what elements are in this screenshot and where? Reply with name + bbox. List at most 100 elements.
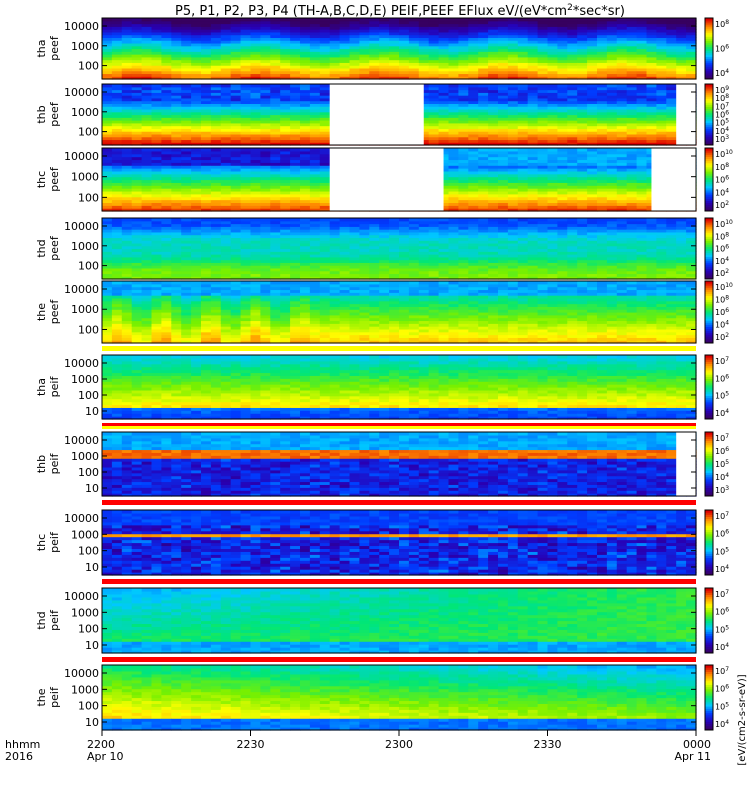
heatmap-cell xyxy=(141,254,153,258)
heatmap-cell xyxy=(507,62,519,66)
panel-label-line: thc xyxy=(35,171,48,188)
heatmap-cell xyxy=(666,122,677,127)
heatmap-cell xyxy=(438,156,450,161)
heatmap-cell xyxy=(438,92,450,96)
heatmap-cell xyxy=(131,223,143,227)
heatmap-cell xyxy=(626,92,638,96)
heatmap-cell xyxy=(151,251,162,255)
heatmap-cell xyxy=(587,51,598,55)
heatmap-cell xyxy=(240,223,252,227)
heatmap-cell xyxy=(488,111,499,116)
heatmap-cell xyxy=(290,51,301,55)
heatmap-cell xyxy=(676,65,687,69)
heatmap-cell xyxy=(468,159,479,163)
heatmap-cell xyxy=(151,97,162,102)
heatmap-cell xyxy=(369,218,380,222)
heatmap-cell xyxy=(567,111,578,116)
heatmap-cell xyxy=(240,95,252,99)
heatmap-cell xyxy=(636,173,648,178)
heatmap-cell xyxy=(270,273,281,277)
heatmap-cell xyxy=(210,62,222,66)
heatmap-cell xyxy=(458,208,469,212)
heatmap-cell xyxy=(507,26,519,30)
heatmap-cell xyxy=(488,92,499,96)
heatmap-cell xyxy=(280,29,291,33)
heatmap-cell xyxy=(171,267,182,272)
heatmap-cell xyxy=(280,176,291,181)
heatmap-cell xyxy=(240,254,252,258)
heatmap-cell xyxy=(151,95,162,99)
heatmap-cell xyxy=(418,34,430,39)
heatmap-cell xyxy=(448,205,459,209)
heatmap-cell xyxy=(102,29,113,33)
heatmap-cell xyxy=(181,142,192,146)
heatmap-cell xyxy=(448,26,459,30)
heatmap-cell xyxy=(191,162,202,166)
heatmap-cell xyxy=(557,162,568,166)
heatmap-cell xyxy=(319,45,331,50)
heatmap-cell xyxy=(201,54,212,58)
heatmap-cell xyxy=(438,48,450,52)
heatmap-cell xyxy=(507,125,519,129)
heatmap-cell xyxy=(220,92,232,96)
heatmap-cell xyxy=(131,108,143,113)
heatmap-cell xyxy=(587,208,598,212)
heatmap-cell xyxy=(686,40,697,44)
heatmap-cell xyxy=(309,65,321,69)
heatmap-cell xyxy=(270,103,281,107)
heatmap-cell xyxy=(517,31,529,36)
heatmap-cell xyxy=(507,54,519,58)
heatmap-cell xyxy=(656,142,667,146)
heatmap-cell xyxy=(606,56,618,61)
heatmap-cell xyxy=(250,276,261,280)
heatmap-cell xyxy=(280,37,291,41)
heatmap-cell xyxy=(676,18,687,22)
heatmap-cell xyxy=(280,34,291,39)
heatmap-cell xyxy=(656,45,667,50)
heatmap-cell xyxy=(111,220,123,225)
heatmap-cell xyxy=(240,20,252,25)
heatmap-cell xyxy=(102,86,113,91)
heatmap-cell xyxy=(567,34,578,39)
heatmap-cell xyxy=(606,170,618,175)
heatmap-cell xyxy=(111,95,123,99)
heatmap-cell xyxy=(161,231,172,236)
heatmap-cell xyxy=(319,276,331,280)
heatmap-cell xyxy=(250,153,261,158)
heatmap-cell xyxy=(359,31,370,36)
heatmap-cell xyxy=(210,122,222,127)
heatmap-cell xyxy=(191,179,202,183)
heatmap-cell xyxy=(141,170,153,175)
heatmap-cell xyxy=(389,45,400,50)
heatmap-cell xyxy=(111,188,123,192)
heatmap-cell xyxy=(319,18,331,22)
heatmap-cell xyxy=(498,97,509,102)
heatmap-cell xyxy=(428,111,440,116)
heatmap-cell xyxy=(141,122,153,127)
heatmap-cell xyxy=(438,185,450,189)
heatmap-cell xyxy=(201,122,212,127)
heatmap-cell xyxy=(577,97,588,102)
heatmap-cell xyxy=(151,270,162,275)
heatmap-cell xyxy=(191,251,202,255)
heatmap-cell xyxy=(567,100,578,105)
heatmap-cell xyxy=(458,26,469,30)
heatmap-cell xyxy=(408,73,420,77)
heatmap-cell xyxy=(379,40,390,44)
heatmap-cell xyxy=(498,48,509,52)
heatmap-cell xyxy=(636,133,648,138)
heatmap-cell xyxy=(626,56,638,61)
heatmap-cell xyxy=(240,29,252,33)
heatmap-cell xyxy=(458,202,469,206)
heatmap-cell xyxy=(646,37,657,41)
heatmap-cell xyxy=(210,106,222,110)
heatmap-cell xyxy=(201,31,212,36)
heatmap-cell xyxy=(171,34,182,39)
heatmap-cell xyxy=(230,259,242,263)
heatmap-cell xyxy=(250,170,261,175)
heatmap-cell xyxy=(666,65,677,69)
heatmap-cell xyxy=(220,165,232,169)
heatmap-cell xyxy=(220,142,232,146)
heatmap-cell xyxy=(141,142,153,146)
